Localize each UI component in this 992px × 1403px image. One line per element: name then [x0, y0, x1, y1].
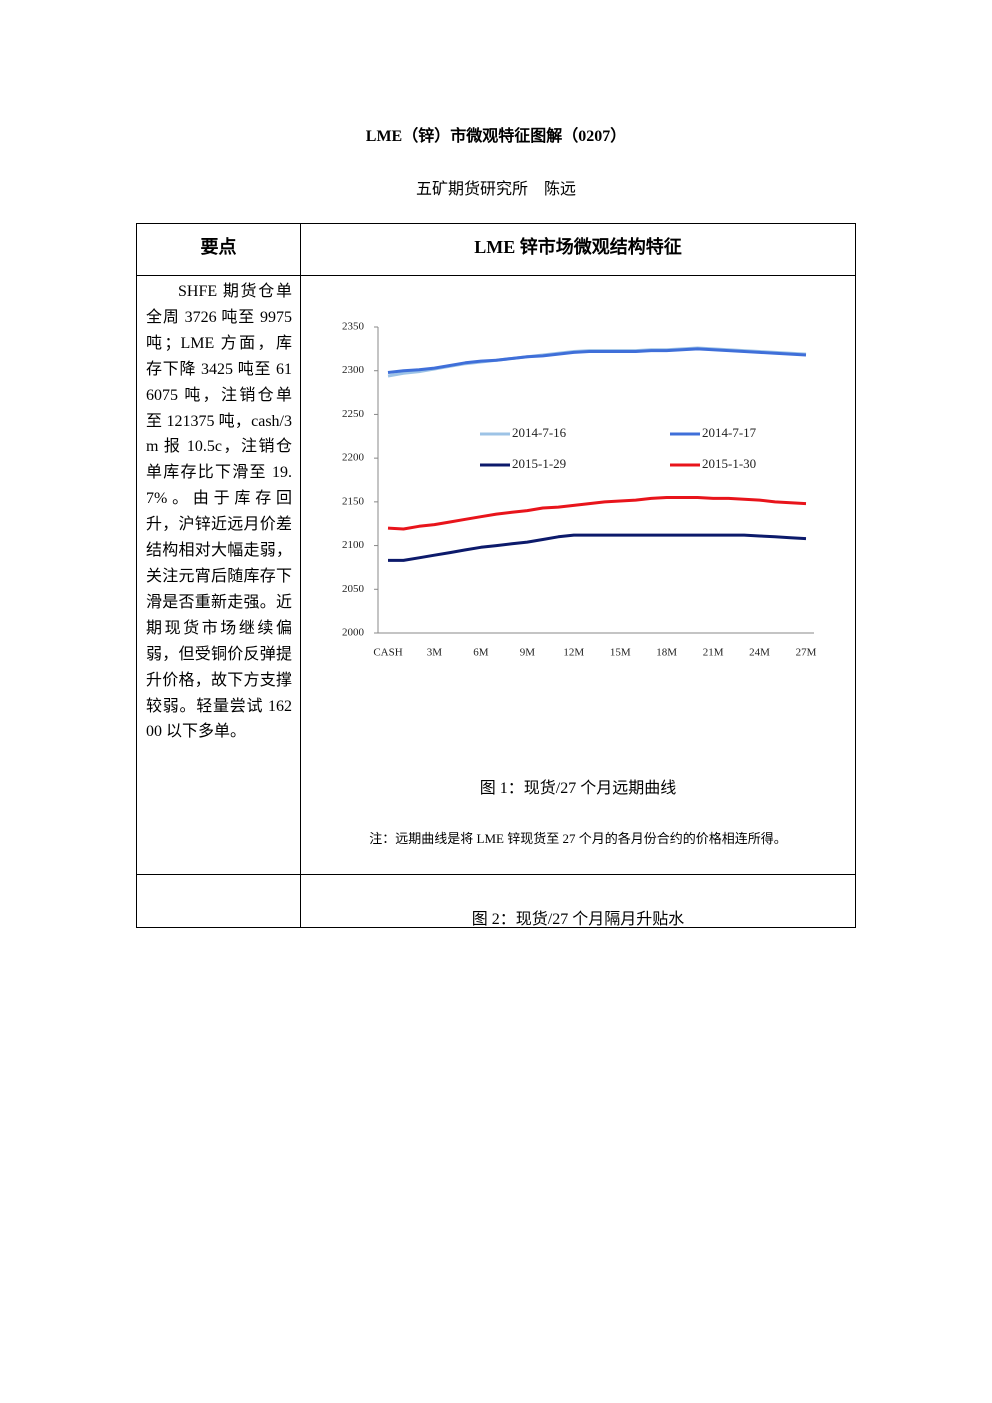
doc-title: LME（锌）市微观特征图解（0207） — [365, 128, 627, 145]
key-points: SHFE 期货仓单全周 3726 吨至 9975 吨；LME 方面，库存下降 3… — [146, 283, 292, 741]
y-tick-label: 2150 — [342, 495, 365, 507]
figure-note: 注：远期曲线是将 LME 锌现货至 27 个月的各月份合约的价格相连所得。 — [369, 831, 787, 846]
table-header: 要点 — [200, 237, 237, 257]
x-tick-label: 27M — [796, 647, 817, 659]
y-tick-label: 2350 — [342, 321, 365, 333]
y-tick-label: 2300 — [342, 364, 365, 376]
author: 五矿期货研究所 陈远 — [415, 181, 576, 198]
x-tick-label: 6M — [473, 647, 489, 659]
x-tick-label: 24M — [749, 647, 770, 659]
x-tick-label: 3M — [427, 647, 443, 659]
x-tick-label: 9M — [520, 647, 536, 659]
x-tick-label: 15M — [610, 647, 631, 659]
table-border — [136, 223, 137, 928]
series-line — [388, 533, 807, 562]
legend-label: 2014-7-17 — [702, 425, 757, 440]
chart: 2000 2050 2100 2150 2200 2250 2300 2350 CASH 3M 6M… — [342, 321, 817, 659]
table-border — [136, 927, 856, 928]
table-border — [855, 223, 856, 928]
table-border — [300, 223, 301, 928]
figure-caption: 图 1：现货/27 个月远期曲线 — [479, 780, 677, 797]
y-tick-label: 2250 — [342, 408, 365, 420]
table-border — [136, 223, 856, 224]
legend-label: 2015-1-30 — [702, 456, 756, 471]
legend-label: 2014-7-16 — [512, 425, 567, 440]
x-tick-label: 12M — [563, 647, 584, 659]
legend-label: 2015-1-29 — [512, 456, 566, 471]
x-tick-label: 21M — [703, 647, 724, 659]
table-border — [136, 874, 856, 875]
series-line — [387, 496, 807, 531]
table-border — [136, 275, 856, 276]
x-tick-label: CASH — [373, 647, 402, 659]
y-tick-label: 2000 — [342, 627, 365, 639]
figure-caption: 图 2：现货/27 个月隔月升贴水 — [471, 911, 685, 928]
y-tick-label: 2050 — [342, 583, 365, 595]
y-tick-label: 2200 — [342, 452, 365, 464]
series-line — [387, 347, 807, 374]
table-header: LME 锌市场微观结构特征 — [474, 237, 682, 257]
y-tick-label: 2100 — [342, 539, 365, 551]
x-tick-label: 18M — [656, 647, 677, 659]
